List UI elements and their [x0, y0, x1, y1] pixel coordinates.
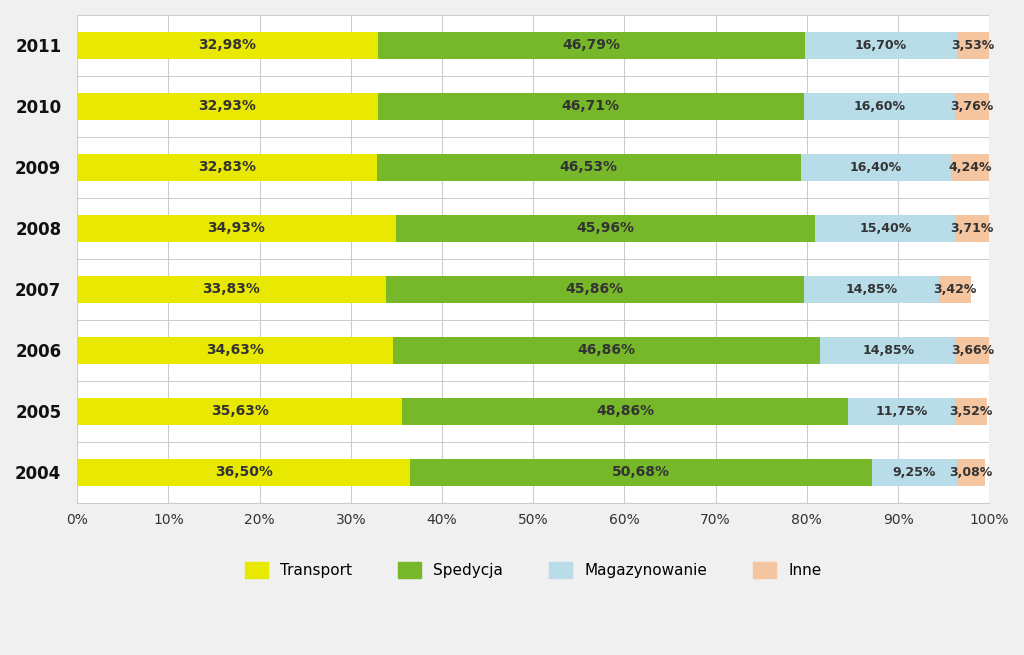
Text: 34,63%: 34,63%: [206, 343, 264, 358]
Text: 48,86%: 48,86%: [596, 404, 654, 419]
Text: 35,63%: 35,63%: [211, 404, 268, 419]
Text: 32,93%: 32,93%: [199, 100, 256, 113]
Bar: [955, 398, 987, 425]
Text: 3,66%: 3,66%: [951, 344, 994, 357]
Text: 16,70%: 16,70%: [855, 39, 907, 52]
Text: 32,98%: 32,98%: [199, 39, 257, 52]
Text: 36,50%: 36,50%: [215, 466, 272, 479]
Bar: [955, 93, 989, 121]
Text: 45,86%: 45,86%: [566, 282, 624, 297]
Bar: [411, 458, 872, 486]
Text: 14,85%: 14,85%: [862, 344, 914, 357]
Bar: [77, 93, 378, 121]
Text: 4,24%: 4,24%: [948, 161, 991, 174]
Bar: [955, 215, 989, 242]
Bar: [377, 154, 801, 181]
Bar: [77, 215, 396, 242]
Bar: [939, 276, 971, 303]
Text: 50,68%: 50,68%: [612, 466, 671, 479]
Text: 3,76%: 3,76%: [950, 100, 993, 113]
Text: 3,53%: 3,53%: [951, 39, 994, 52]
Bar: [402, 398, 848, 425]
Bar: [386, 276, 804, 303]
Bar: [805, 32, 957, 59]
Bar: [396, 215, 815, 242]
Bar: [957, 32, 989, 59]
Bar: [955, 337, 989, 364]
Bar: [801, 154, 950, 181]
Bar: [820, 337, 955, 364]
Bar: [950, 154, 989, 181]
Bar: [815, 215, 955, 242]
Bar: [77, 276, 386, 303]
Text: 34,93%: 34,93%: [208, 221, 265, 236]
Bar: [872, 458, 956, 486]
Text: 3,52%: 3,52%: [949, 405, 992, 418]
Bar: [393, 337, 820, 364]
Text: 14,85%: 14,85%: [846, 283, 898, 296]
Bar: [77, 337, 393, 364]
Bar: [378, 93, 804, 121]
Bar: [77, 458, 411, 486]
Text: 3,71%: 3,71%: [950, 222, 994, 235]
Text: 33,83%: 33,83%: [203, 282, 260, 297]
Text: 46,79%: 46,79%: [562, 39, 621, 52]
Text: 32,83%: 32,83%: [198, 160, 256, 174]
Text: 46,71%: 46,71%: [561, 100, 620, 113]
Text: 11,75%: 11,75%: [876, 405, 928, 418]
Bar: [77, 398, 402, 425]
Text: 46,86%: 46,86%: [578, 343, 636, 358]
Bar: [956, 458, 985, 486]
Bar: [77, 154, 377, 181]
Text: 16,40%: 16,40%: [850, 161, 902, 174]
Text: 3,42%: 3,42%: [933, 283, 977, 296]
Legend: Transport, Spedycja, Magazynowanie, Inne: Transport, Spedycja, Magazynowanie, Inne: [245, 562, 821, 578]
Text: 15,40%: 15,40%: [859, 222, 911, 235]
Bar: [77, 32, 378, 59]
Text: 9,25%: 9,25%: [893, 466, 936, 479]
Text: 45,96%: 45,96%: [577, 221, 635, 236]
Bar: [804, 276, 939, 303]
Bar: [804, 93, 955, 121]
Text: 46,53%: 46,53%: [560, 160, 617, 174]
Bar: [378, 32, 805, 59]
Bar: [848, 398, 955, 425]
Text: 3,08%: 3,08%: [949, 466, 992, 479]
Text: 16,60%: 16,60%: [853, 100, 905, 113]
